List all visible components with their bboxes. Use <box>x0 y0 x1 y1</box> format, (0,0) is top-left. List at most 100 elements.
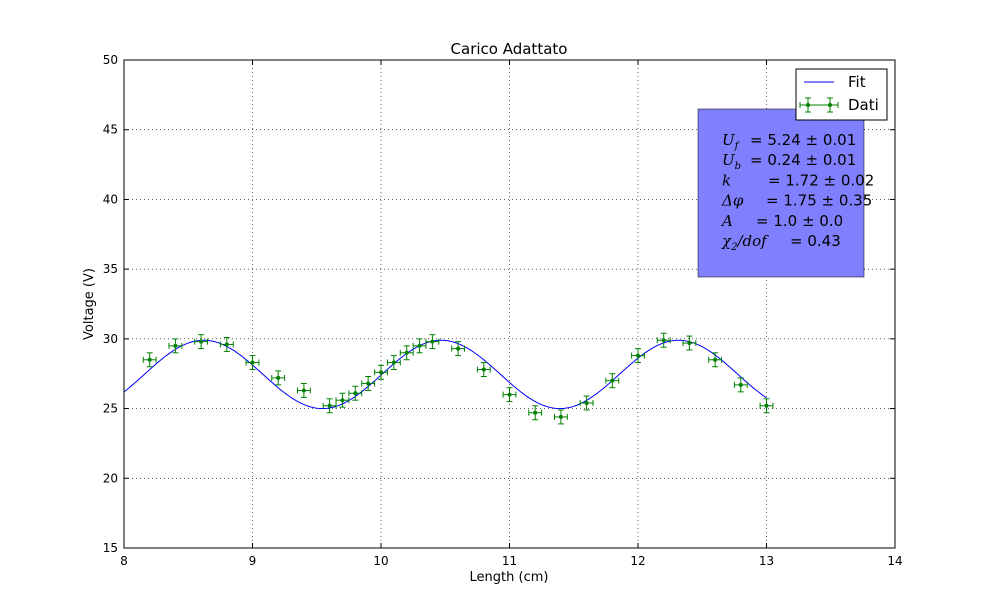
data-marker <box>661 338 666 343</box>
legend-item-data: Dati <box>799 96 879 114</box>
y-tick-label: 15 <box>103 541 118 555</box>
y-tick-label: 40 <box>103 192 118 206</box>
data-marker <box>636 353 640 358</box>
data-marker <box>430 339 435 344</box>
data-marker <box>533 410 538 415</box>
data-marker <box>327 403 332 408</box>
data-point <box>502 387 517 403</box>
data-point <box>219 336 234 352</box>
stats-box-background <box>697 108 865 278</box>
data-marker <box>610 378 615 383</box>
data-point <box>168 338 183 354</box>
stats-symbol: χ2/dof <box>721 232 769 253</box>
data-marker <box>687 341 692 346</box>
x-tick-label: 10 <box>373 554 388 568</box>
x-tick-label: 14 <box>887 554 902 568</box>
data-marker <box>404 350 409 355</box>
data-point <box>386 355 401 371</box>
data-point <box>708 352 723 368</box>
data-marker <box>173 343 178 348</box>
data-point <box>296 382 311 398</box>
stats-value: = 1.0 ± 0.0 <box>756 212 843 230</box>
data-point <box>605 373 620 389</box>
data-point <box>682 335 697 351</box>
data-marker <box>353 391 358 396</box>
legend-label-data: Dati <box>848 96 879 114</box>
data-point <box>656 332 671 348</box>
stats-symbol: k <box>722 171 731 189</box>
stats-value: = 0.43 <box>790 232 841 250</box>
data-marker <box>417 343 422 348</box>
data-point <box>194 334 209 350</box>
x-tick-label: 12 <box>630 554 645 568</box>
data-marker <box>584 400 589 405</box>
data-point <box>579 395 594 411</box>
data-marker <box>199 339 204 344</box>
y-axis-label: Voltage (V) <box>82 268 97 340</box>
data-marker <box>558 414 563 419</box>
y-tick-label: 50 <box>103 53 118 67</box>
data-marker <box>301 388 306 393</box>
chart-title: Carico Adattato <box>451 40 568 58</box>
x-tick-label: 11 <box>502 554 517 568</box>
fit-line <box>123 339 767 410</box>
data-marker <box>738 382 743 387</box>
data-point <box>528 405 543 421</box>
data-marker <box>713 357 718 362</box>
stats-value: = 0.24 ± 0.01 <box>750 151 856 169</box>
data-marker <box>764 403 769 408</box>
data-point <box>631 348 645 364</box>
y-tick-label: 45 <box>103 123 118 137</box>
data-point <box>361 376 376 391</box>
data-point <box>245 355 260 371</box>
data-marker <box>147 357 152 362</box>
stats-value: = 1.75 ± 0.35 <box>766 192 872 210</box>
data-point <box>335 392 350 408</box>
grid <box>124 60 895 548</box>
data-series <box>142 332 774 425</box>
data-marker <box>507 392 512 397</box>
legend-item-fit: Fit <box>804 73 866 91</box>
data-point <box>451 341 466 357</box>
data-point <box>425 334 440 350</box>
stats-value: = 5.24 ± 0.01 <box>750 131 856 149</box>
data-marker <box>276 375 281 380</box>
legend-data-marker <box>828 103 832 107</box>
data-point <box>733 377 748 393</box>
data-marker <box>456 346 461 351</box>
y-tick-label: 30 <box>103 332 118 346</box>
axis-ticks: 8 9 10 11 12 13 14 15 20 25 30 35 40 45 50 <box>103 53 903 568</box>
data-point <box>322 398 337 414</box>
x-tick-label: 8 <box>120 554 128 568</box>
data-point <box>759 398 774 414</box>
data-marker <box>340 398 345 403</box>
legend: Fit Dati <box>795 68 888 121</box>
legend-box <box>795 68 888 121</box>
y-tick-label: 25 <box>103 402 118 416</box>
data-point <box>553 409 568 425</box>
data-marker <box>250 360 255 365</box>
stats-symbol: Uf <box>722 131 741 152</box>
legend-data-marker <box>806 103 810 107</box>
y-tick-label: 20 <box>103 471 118 485</box>
y-tick-label: 35 <box>103 262 118 276</box>
data-point <box>476 362 491 378</box>
data-marker <box>379 370 383 375</box>
data-marker <box>366 381 371 386</box>
x-axis-label: Length (cm) <box>470 570 549 585</box>
stats-symbol: Ub <box>722 151 741 172</box>
data-point <box>399 345 414 361</box>
x-tick-label: 13 <box>759 554 774 568</box>
fit-series <box>123 339 767 410</box>
data-marker <box>224 342 229 347</box>
data-point <box>271 370 286 386</box>
data-point <box>374 364 388 380</box>
data-marker <box>481 367 486 372</box>
data-marker <box>391 360 396 365</box>
data-point <box>142 352 157 368</box>
x-tick-label: 9 <box>249 554 257 568</box>
stats-box: Uf = 5.24 ± 0.01 Ub = 0.24 ± 0.01 k = 1.72 ± … <box>697 108 874 278</box>
data-point <box>348 385 363 401</box>
stats-symbol: Δφ <box>721 192 744 210</box>
